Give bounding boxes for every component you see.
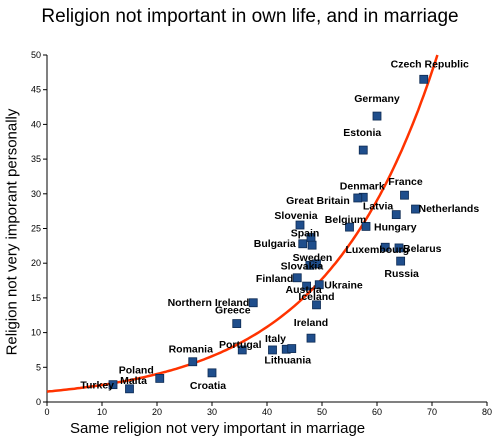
x-tick-label: 60 xyxy=(372,407,382,417)
chart-title: Religion not important in own life, and … xyxy=(41,6,459,27)
data-point-label: Austria xyxy=(286,284,322,296)
x-tick-label: 10 xyxy=(97,407,107,417)
data-point xyxy=(314,280,324,290)
data-point-label: France xyxy=(388,176,423,188)
data-point-label: Ireland xyxy=(294,317,328,329)
data-point xyxy=(155,374,165,383)
data-point xyxy=(361,222,371,231)
data-point xyxy=(188,357,198,367)
data-point-label: Belarus xyxy=(403,243,442,255)
data-point xyxy=(394,243,404,253)
x-tick-label: 50 xyxy=(317,407,327,417)
y-tick-label: 5 xyxy=(36,362,41,372)
data-point-label: Ukraine xyxy=(324,280,363,292)
x-tick-label: 0 xyxy=(44,407,49,417)
data-point-label: Belgium xyxy=(325,214,366,226)
x-tick-label: 20 xyxy=(152,407,162,417)
data-point-label: Spain xyxy=(291,228,320,240)
data-point xyxy=(295,220,305,230)
data-point xyxy=(305,260,315,270)
data-point xyxy=(307,240,317,250)
data-point-label: Czech Republic xyxy=(391,58,469,70)
y-tick-label: 40 xyxy=(31,119,41,129)
data-labels: Czech Republic Germany Estonia FranceDenmar… xyxy=(80,58,479,392)
data-point xyxy=(207,368,217,378)
data-point-label: Greece xyxy=(215,305,251,317)
data-point-label: Sweden xyxy=(293,252,333,264)
data-point xyxy=(396,256,406,266)
data-point-label: Poland xyxy=(119,364,154,376)
data-point-label: Hungary xyxy=(374,221,417,233)
data-point xyxy=(306,333,316,343)
y-tick-label: 45 xyxy=(31,85,41,95)
data-point xyxy=(108,380,118,390)
data-point-label: Russia xyxy=(384,268,419,280)
data-point xyxy=(380,242,390,252)
x-tick-label: 80 xyxy=(482,407,492,417)
data-point xyxy=(302,281,312,291)
data-point-label: Portugal xyxy=(219,339,262,351)
data-point-label: Latvia xyxy=(363,201,394,213)
data-point xyxy=(298,239,308,249)
x-tick-label: 70 xyxy=(427,407,437,417)
data-point-label: Turkey xyxy=(80,380,114,392)
data-point xyxy=(419,74,429,84)
data-point xyxy=(358,145,368,155)
data-point-label: Romania xyxy=(169,344,214,356)
axes: 0 10 20 30 40 50 60 70 80 0 5 10 15 20 25 30 35 40 45 50 xyxy=(31,50,492,417)
data-point-label: Netherlands xyxy=(419,203,480,215)
data-point-label: Denmark xyxy=(340,180,385,192)
data-point-label: Iceland xyxy=(298,291,334,303)
data-points xyxy=(108,74,429,394)
data-point-label: Northern Ireland xyxy=(168,297,250,309)
data-point xyxy=(292,273,302,283)
data-point xyxy=(125,384,134,394)
y-tick-label: 35 xyxy=(31,154,41,164)
y-tick-label: 15 xyxy=(31,293,41,303)
data-point xyxy=(248,298,258,308)
data-point-label: Estonia xyxy=(343,127,381,139)
y-tick-label: 30 xyxy=(31,189,41,199)
data-point-label: Finland xyxy=(256,273,293,285)
data-point-label: Lithuania xyxy=(264,355,311,367)
data-point-label: Germany xyxy=(354,93,400,105)
data-point xyxy=(287,344,297,353)
data-point xyxy=(312,300,321,310)
data-point xyxy=(411,204,420,214)
y-tick-label: 10 xyxy=(31,328,41,338)
data-point-label: Bulgaria xyxy=(254,238,296,250)
data-point xyxy=(400,190,409,200)
data-point xyxy=(353,193,363,203)
data-point-label: Malta xyxy=(120,375,147,387)
y-tick-label: 20 xyxy=(31,258,41,268)
y-tick-label: 25 xyxy=(31,224,41,234)
data-point-label: Slovakia xyxy=(281,260,324,272)
data-point xyxy=(268,345,277,355)
data-point-label: Italy xyxy=(265,333,286,345)
x-axis-label: Same religion not very important in marr… xyxy=(70,420,366,437)
x-tick-label: 30 xyxy=(207,407,217,417)
data-point xyxy=(391,210,401,220)
y-tick-label: 0 xyxy=(36,397,41,407)
data-point-label: Slovenia xyxy=(274,210,317,222)
data-point xyxy=(237,345,247,355)
data-point-label: Croatia xyxy=(190,380,226,392)
x-tick-label: 40 xyxy=(262,407,272,417)
data-point xyxy=(372,111,382,121)
data-point-label: Luxembourg xyxy=(345,244,409,256)
data-point-label: Great Britain xyxy=(286,195,350,207)
data-point xyxy=(345,222,354,232)
y-tick-label: 50 xyxy=(31,50,41,60)
data-point xyxy=(232,319,242,328)
